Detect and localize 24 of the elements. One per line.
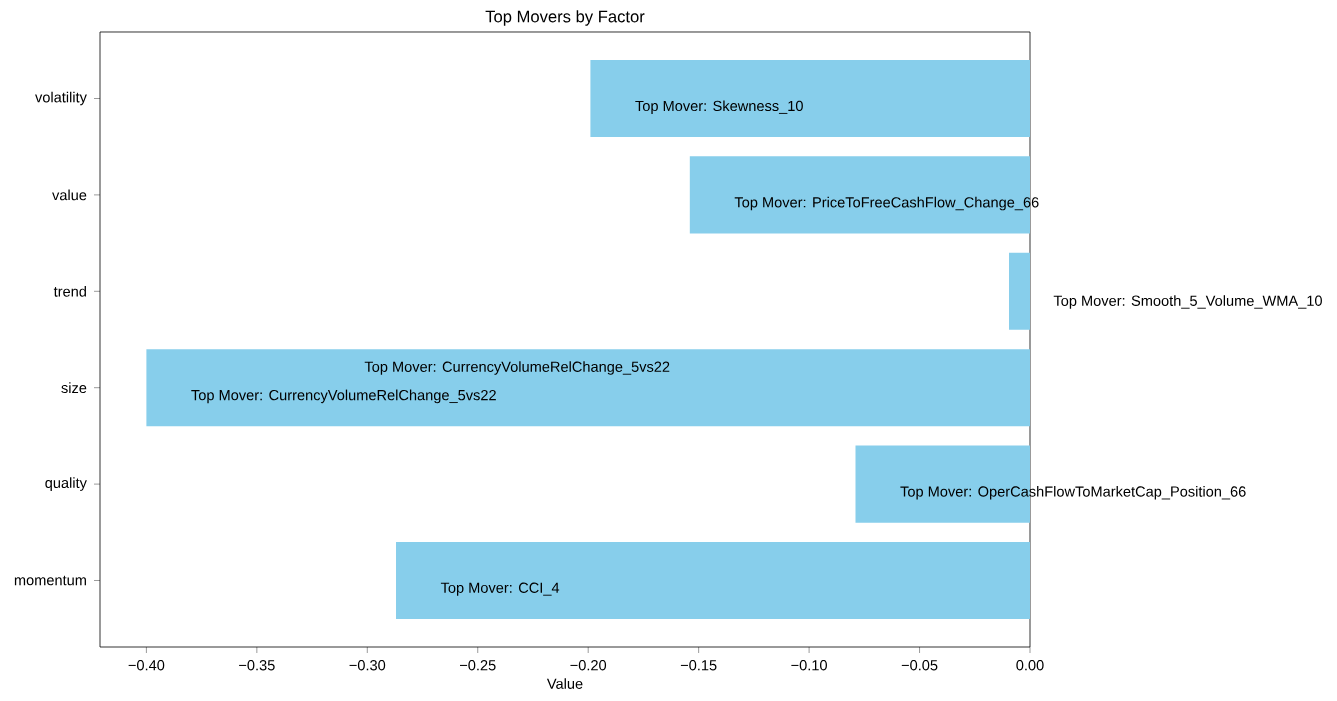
chart-title: Top Movers by Factor bbox=[485, 10, 645, 26]
y-tick-label: momentum bbox=[14, 575, 86, 586]
x-tick-label: −0.30 bbox=[349, 660, 386, 671]
annotation: Top Mover: Skewness_10 bbox=[635, 100, 803, 114]
y-tick-label: size bbox=[61, 382, 87, 394]
x-tick-label: −0.05 bbox=[901, 660, 938, 671]
x-tick-label: −0.15 bbox=[680, 660, 717, 671]
text: Top Mover: Smooth_5_Volume_WMA_10 bbox=[1053, 295, 1322, 309]
x-tick-label: −0.35 bbox=[239, 660, 275, 671]
x-tick-label: −0.10 bbox=[791, 660, 827, 671]
y-tick-label: trend bbox=[53, 285, 86, 297]
y-tick-label: quality bbox=[45, 477, 87, 491]
x-tick-label: −0.20 bbox=[570, 660, 607, 671]
annotation: Top Mover: CurrencyVolumeRelChange_5vs22 bbox=[364, 361, 670, 375]
x-tick-label: −0.25 bbox=[460, 660, 496, 671]
annotation: Top Mover: CCI_4 bbox=[440, 582, 560, 596]
x-tick-label: 0.00 bbox=[1016, 660, 1044, 671]
annotation: Top Mover: PriceToFreeCashFlow_Change_66 bbox=[734, 196, 1039, 211]
annotation: Top Mover: CurrencyVolumeRelChange_5vs22 bbox=[191, 389, 496, 404]
x-tick-label: −0.40 bbox=[128, 660, 165, 671]
annotation: Top Mover: OperCashFlowToMarketCap_Position_66 bbox=[900, 485, 1246, 500]
y-tick-label: value bbox=[52, 189, 87, 201]
x-axis-title: Value bbox=[546, 678, 583, 689]
y-tick-label: volatility bbox=[35, 91, 87, 106]
